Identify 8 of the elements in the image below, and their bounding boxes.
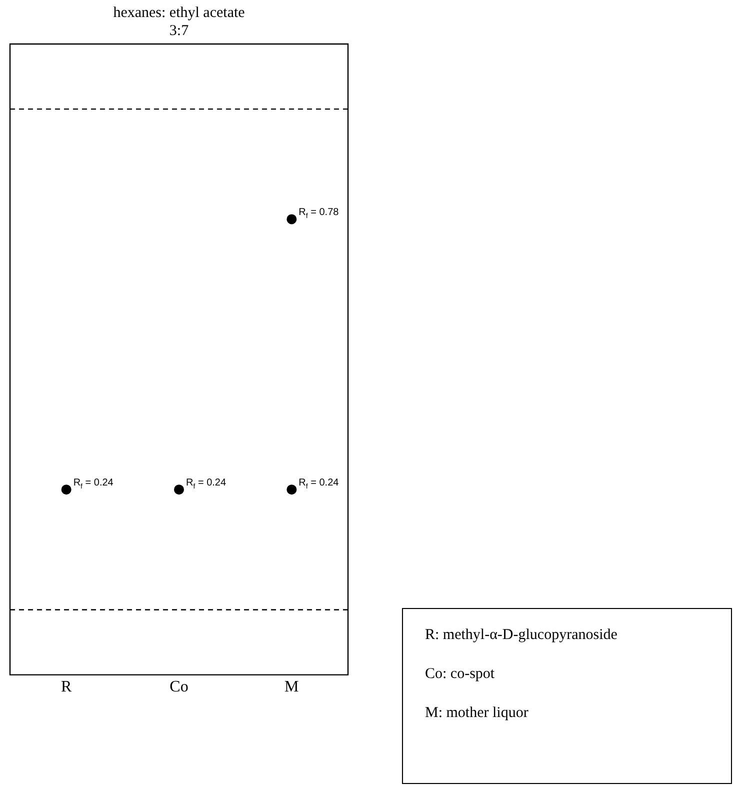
text: Co: co-spot — [425, 666, 496, 683]
text: R: methyl-α-D-glucopyranoside — [425, 627, 618, 644]
chart-title: hexanes: ethyl acetate — [113, 4, 246, 21]
text: M: mother liquor — [425, 705, 530, 722]
x-tick-label: R — [60, 678, 72, 696]
x-tick-label: M — [284, 678, 299, 696]
chart-subtitle: 3:7 — [169, 22, 190, 39]
x-tick-label: Co — [170, 678, 188, 696]
